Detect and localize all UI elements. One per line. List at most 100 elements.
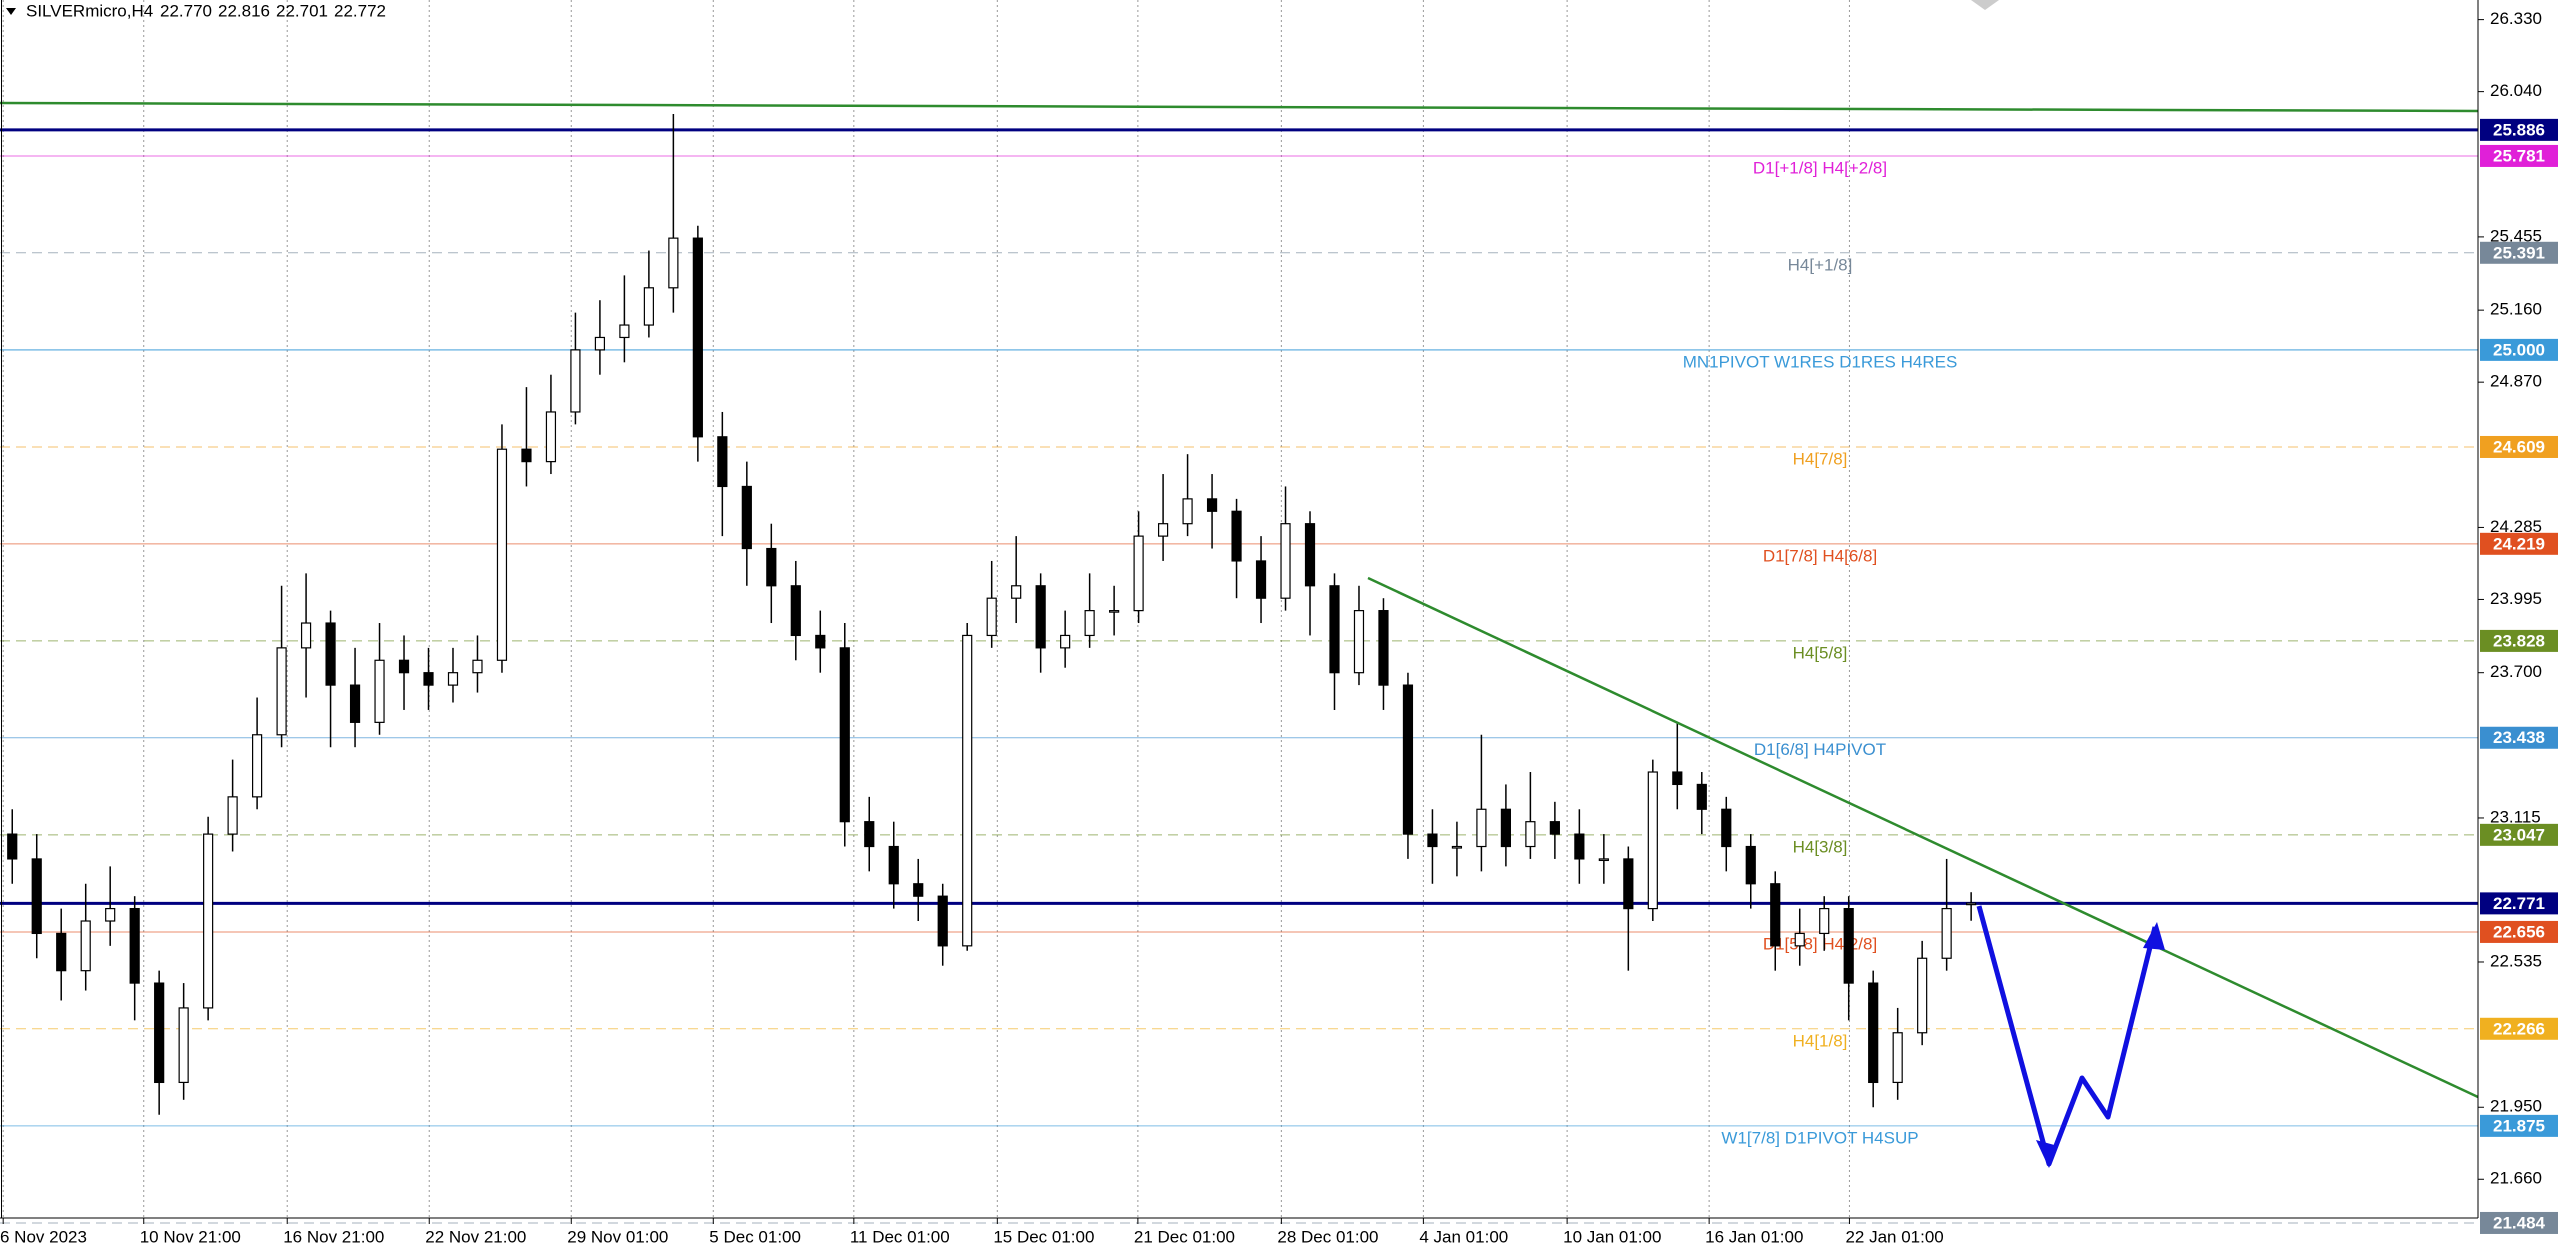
candle-body [839, 647, 850, 823]
x-tick-label: 21 Dec 01:00 [1134, 1227, 1235, 1246]
candle-body [1941, 907, 1952, 959]
candle-body [1133, 535, 1144, 612]
candle-body [741, 485, 752, 550]
y-tick-label: 23.995 [2490, 589, 2542, 608]
candle-body [325, 622, 336, 686]
candle-body [1231, 510, 1242, 562]
candle-body [398, 659, 410, 674]
high-value: 22.816 [218, 1, 270, 20]
candle-body [1255, 560, 1267, 599]
candle-body [864, 821, 875, 848]
y-tick-label: 25.455 [2490, 226, 2542, 245]
candle-body [766, 547, 777, 587]
levels: D1[+1/8] H4[+2/8] H4[+1/8] MN1PIVOT W1RES … [0, 128, 2478, 1224]
x-tick-label: 6 Nov 2023 [0, 1227, 87, 1246]
x-tick-label: 29 Nov 01:00 [567, 1227, 668, 1246]
candle-body [227, 796, 238, 835]
candle-body [1843, 907, 1854, 984]
x-tick-label: 28 Dec 01:00 [1277, 1227, 1378, 1246]
candle-body [1157, 523, 1169, 537]
candle-body [1084, 610, 1095, 637]
candle-body [252, 734, 263, 798]
y-tick-label: 23.700 [2490, 662, 2542, 681]
y-tick-label: 21.950 [2490, 1097, 2542, 1116]
price-box-label: 22.771 [2493, 894, 2545, 913]
candle-body [1574, 833, 1585, 860]
y-tick-label: 25.160 [2490, 300, 2542, 319]
candle-body [937, 895, 948, 947]
x-tick-label: 22 Jan 01:00 [1845, 1227, 1943, 1246]
trend-line [1367, 576, 2479, 1099]
candle-body [1182, 498, 1193, 525]
x-tick-label: 4 Jan 01:00 [1419, 1227, 1508, 1246]
candle-body [1966, 902, 1977, 906]
candle-body [888, 845, 899, 885]
price-box [2480, 241, 2558, 264]
open-value: 22.770 [160, 1, 212, 20]
y-tick-label: 23.115 [2490, 807, 2541, 826]
price-box-label: 22.656 [2493, 922, 2545, 941]
candle-body [1623, 858, 1634, 910]
candle-body [276, 647, 287, 736]
price-box-label: 24.609 [2493, 437, 2545, 456]
candle-body [986, 597, 997, 637]
candle-body [472, 659, 483, 674]
candle-body [1280, 523, 1291, 599]
candle-body [717, 436, 728, 488]
x-tick-label: 10 Jan 01:00 [1563, 1227, 1661, 1246]
x-tick-label: 10 Nov 21:00 [140, 1227, 241, 1246]
x-tick-label: 11 Dec 01:00 [850, 1227, 950, 1246]
candle-body [1647, 771, 1658, 910]
candle-body [1500, 808, 1511, 848]
price-box [2480, 1114, 2558, 1137]
candle-body [1917, 957, 1928, 1034]
candle-body [1696, 783, 1707, 810]
candle-body [1892, 1032, 1903, 1084]
price-box-label: 22.266 [2493, 1019, 2545, 1038]
price-box [2480, 1017, 2558, 1040]
candle-body [1745, 845, 1756, 885]
candle-body [56, 932, 67, 972]
price-box-label: 21.875 [2493, 1116, 2545, 1135]
price-box [2480, 144, 2558, 167]
price-box-label: 23.438 [2493, 728, 2545, 747]
y-tick-label: 24.870 [2490, 372, 2542, 391]
candle-body [1060, 634, 1071, 649]
candle-body [1770, 883, 1781, 947]
price-box-label: 25.000 [2493, 340, 2545, 359]
candle-body [1819, 907, 1830, 935]
price-box [2480, 532, 2558, 555]
candle-body [521, 448, 532, 463]
candle-body [447, 672, 459, 686]
y-tick-label: 24.285 [2490, 517, 2542, 536]
y-tick-label: 22.535 [2490, 951, 2542, 970]
candle-body [668, 237, 679, 289]
price-box [2480, 435, 2558, 458]
candle-body [178, 1007, 189, 1084]
candle-body [1868, 982, 1879, 1084]
candle-body [31, 858, 42, 935]
x-tick-label: 16 Nov 21:00 [283, 1227, 384, 1246]
candle-body [1598, 858, 1609, 862]
level-label: H4[+1/8] [1788, 255, 1853, 274]
x-tick-label: 15 Dec 01:00 [993, 1227, 1094, 1246]
candle-body [1672, 771, 1683, 786]
price-box [2480, 892, 2558, 915]
candle-body [374, 659, 385, 723]
price-box [2480, 338, 2558, 361]
candles [7, 113, 1977, 1115]
candle-body [643, 287, 654, 326]
level-label: D1[6/8] H4PIVOT [1754, 740, 1886, 759]
price-box-label: 25.391 [2493, 243, 2545, 262]
price-box [2480, 118, 2558, 141]
candle-body [1353, 610, 1365, 674]
menu-triangle [6, 8, 16, 15]
candle-body [80, 920, 91, 972]
arrow-head [2143, 922, 2165, 950]
candle-body [1402, 684, 1414, 835]
level-label: H4[1/8] [1793, 1031, 1848, 1050]
x-tick-label: 22 Nov 21:00 [425, 1227, 526, 1246]
x-tick-label: 16 Jan 01:00 [1705, 1227, 1803, 1246]
level-label: D1[+1/8] H4[+2/8] [1753, 158, 1887, 177]
